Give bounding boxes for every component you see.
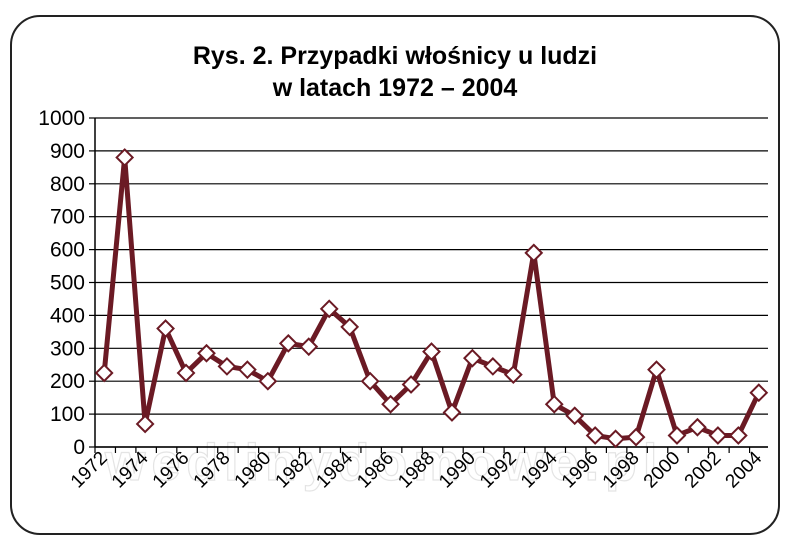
x-tick-label: 2002 [681, 448, 726, 493]
data-point [483, 356, 503, 376]
series-line [101, 154, 762, 442]
data-point [626, 427, 646, 447]
data-point [688, 417, 707, 437]
chart-frame [10, 15, 780, 535]
y-tick-label: 1000 [38, 107, 85, 130]
data-point [360, 371, 380, 391]
data-point [708, 426, 728, 445]
data-point [278, 333, 298, 353]
data-point [94, 363, 114, 383]
data-point [237, 360, 257, 380]
data-point [217, 356, 237, 376]
data-point [544, 394, 564, 414]
x-tick-label: 2004 [722, 447, 767, 492]
data-point [749, 383, 769, 403]
data-point [503, 365, 523, 385]
data-point [319, 299, 339, 319]
data-point [197, 343, 216, 363]
chart-title: Rys. 2. Przypadki włośnicy u ludzi w lat… [150, 40, 640, 104]
data-point [606, 429, 626, 449]
y-tick-label: 800 [50, 173, 85, 196]
chart-title-line-1: Rys. 2. Przypadki włośnicy u ludzi [192, 42, 598, 70]
data-point [524, 243, 544, 263]
y-tick-label: 200 [50, 370, 85, 393]
y-tick-label: 600 [50, 239, 85, 262]
data-point [258, 371, 278, 391]
chart-title-line-2: w latach 1972 – 2004 [272, 74, 518, 102]
y-tick-label: 500 [50, 272, 85, 295]
y-tick-label: 0 [73, 436, 85, 459]
series-group [94, 148, 769, 449]
y-tick-label: 900 [50, 140, 85, 163]
data-point [115, 148, 135, 167]
data-point [135, 414, 155, 434]
y-tick-label: 300 [50, 337, 85, 360]
watermark: wedlinydomowe.pl [104, 434, 663, 492]
data-point [728, 426, 748, 445]
data-point [340, 317, 360, 337]
data-point [299, 337, 319, 357]
data-point [667, 426, 687, 445]
y-tick-label: 100 [50, 403, 85, 426]
data-point [422, 342, 441, 362]
data-point [585, 426, 605, 445]
y-tick-label: 700 [50, 206, 85, 229]
data-point [647, 360, 666, 380]
y-tick-label: 400 [50, 304, 85, 327]
data-point [176, 363, 196, 383]
data-point [565, 406, 585, 426]
data-point [462, 348, 482, 368]
y-tick-labels: 0 100 200 300 400 500 600 700 800 900 1000 [38, 107, 95, 459]
data-point [442, 403, 462, 422]
data-point [156, 319, 175, 338]
data-point [401, 375, 421, 394]
data-point [381, 394, 401, 414]
